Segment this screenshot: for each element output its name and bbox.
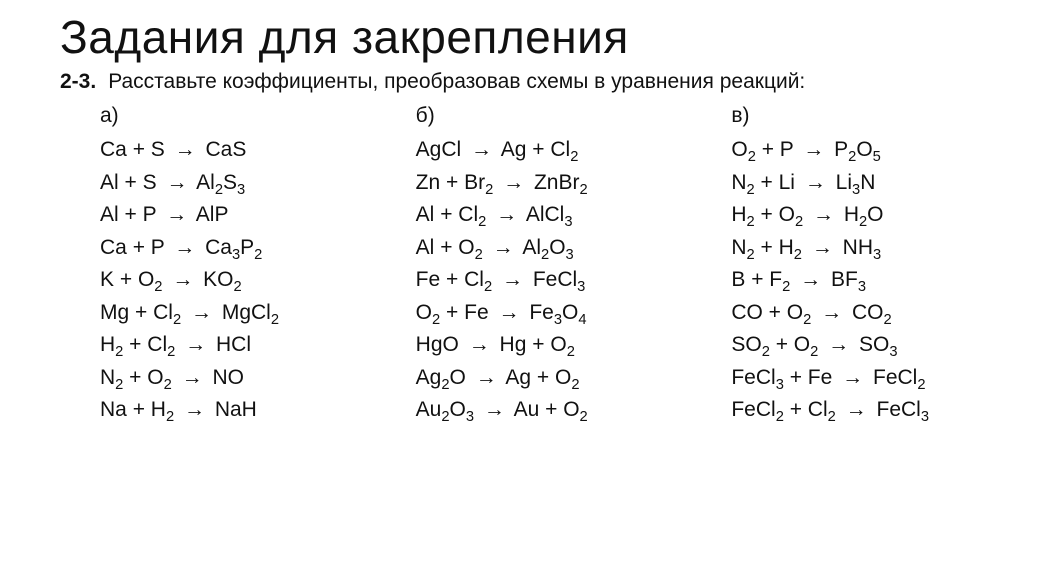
equation: B + F2 → BF3 (731, 264, 987, 297)
arrow-icon: → (175, 134, 196, 167)
arrow-icon: → (502, 264, 523, 297)
equation: HgO → Hg + O2 (416, 329, 672, 362)
equation: Al + P → AlP (100, 199, 356, 232)
equation: N2 + O2 → NO (100, 362, 356, 395)
equation: Mg + Cl2 → MgCl2 (100, 297, 356, 330)
equation: K + O2 → KO2 (100, 264, 356, 297)
equation: Al + Cl2 → AlCl3 (416, 199, 672, 232)
arrow-icon: → (166, 199, 187, 232)
column-label: в) (731, 104, 987, 128)
equation: Ca + S → CaS (100, 134, 356, 167)
arrow-icon: → (182, 362, 203, 395)
equation: CO + O2 → CO2 (731, 297, 987, 330)
equation: Ag2O → Ag + O2 (416, 362, 672, 395)
arrow-icon: → (803, 134, 824, 167)
equation: O2 + P → P2O5 (731, 134, 987, 167)
task-number: 2-3. (60, 70, 96, 94)
equation: H2 + Cl2 → HCl (100, 329, 356, 362)
arrow-icon: → (191, 297, 212, 330)
equation: Na + H2 → NaH (100, 394, 356, 427)
equation: Al + O2 → Al2O3 (416, 232, 672, 265)
arrow-icon: → (166, 167, 187, 200)
arrow-icon: → (813, 199, 834, 232)
equation: Fe + Cl2 → FeCl3 (416, 264, 672, 297)
columns-container: а) Ca + S → CaSAl + S → Al2S3Al + P → AlP… (60, 104, 987, 427)
column: в) O2 + P → P2O5N2 + Li → Li3NH2 + O2 → H… (731, 104, 987, 427)
column-label: б) (416, 104, 672, 128)
arrow-icon: → (800, 264, 821, 297)
arrow-icon: → (846, 394, 867, 427)
equation: Al + S → Al2S3 (100, 167, 356, 200)
arrow-icon: → (812, 232, 833, 265)
equation: SO2 + O2 → SO3 (731, 329, 987, 362)
equation: Au2O3 → Au + O2 (416, 394, 672, 427)
equation: H2 + O2 → H2O (731, 199, 987, 232)
arrow-icon: → (821, 297, 842, 330)
equation: Zn + Br2 → ZnBr2 (416, 167, 672, 200)
task-row: 2-3. Расставьте коэффициенты, преобразов… (60, 70, 987, 94)
task-text: Расставьте коэффициенты, преобразовав сх… (108, 70, 805, 94)
arrow-icon: → (484, 394, 505, 427)
arrow-icon: → (469, 329, 490, 362)
arrow-icon: → (172, 264, 193, 297)
arrow-icon: → (805, 167, 826, 200)
arrow-icon: → (493, 232, 514, 265)
equation: O2 + Fe → Fe3O4 (416, 297, 672, 330)
arrow-icon: → (842, 362, 863, 395)
equation: AgCl → Ag + Cl2 (416, 134, 672, 167)
arrow-icon: → (503, 167, 524, 200)
equation: FeCl2 + Cl2 → FeCl3 (731, 394, 987, 427)
page-root: Задания для закрепления 2-3. Расставьте … (0, 0, 1037, 447)
page-title: Задания для закрепления (60, 10, 987, 64)
column: а) Ca + S → CaSAl + S → Al2S3Al + P → AlP… (100, 104, 356, 427)
arrow-icon: → (498, 297, 519, 330)
arrow-icon: → (476, 362, 497, 395)
arrow-icon: → (828, 329, 849, 362)
arrow-icon: → (184, 394, 205, 427)
equation: Ca + P → Ca3P2 (100, 232, 356, 265)
arrow-icon: → (496, 199, 517, 232)
arrow-icon: → (185, 329, 206, 362)
arrow-icon: → (174, 232, 195, 265)
column: б) AgCl → Ag + Cl2Zn + Br2 → ZnBr2Al + Cl… (416, 104, 672, 427)
equation: FeCl3 + Fe → FeCl2 (731, 362, 987, 395)
column-label: а) (100, 104, 356, 128)
arrow-icon: → (471, 134, 492, 167)
equation: N2 + H2 → NH3 (731, 232, 987, 265)
equation: N2 + Li → Li3N (731, 167, 987, 200)
